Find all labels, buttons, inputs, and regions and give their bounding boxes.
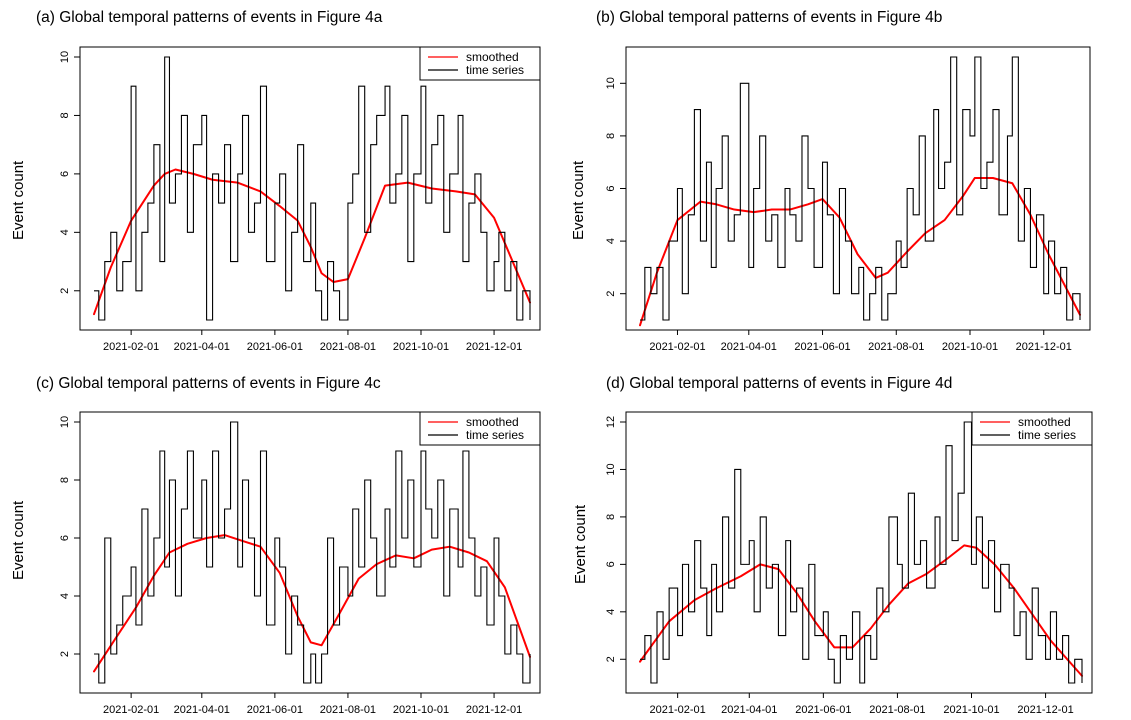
chart-d-xtick-label: 2021-08-01 [869, 704, 925, 716]
chart-c-ytick-label: 4 [59, 593, 71, 599]
chart-c-ytick-label: 2 [59, 651, 71, 657]
chart-d-legend-box [971, 411, 1093, 446]
chart-c-legend-label: smoothed [466, 415, 519, 429]
chart-b-title: (b) Global temporal patterns of events i… [596, 9, 943, 26]
chart-a-xtick-label: 2021-04-01 [174, 341, 230, 353]
chart-d-ytick-label: 10 [605, 463, 617, 475]
chart-d: 2 4 6 8 10 12 2021-02-01 2021-04-01 2021-06-01 20… [605, 411, 1093, 716]
chart-b-ytick-label: 2 [605, 291, 617, 297]
chart-d-xtick-label: 2021-12-01 [1017, 704, 1073, 716]
chart-a-ytick-label: 4 [59, 229, 71, 235]
chart-a-xtick-label: 2021-10-01 [393, 341, 449, 353]
chart-b: 2 4 6 8 10 2021-02-01 2021-04-01 2021-06-01 2021… [605, 46, 1091, 353]
chart-c-frame [79, 411, 541, 694]
chart-a-xtick-label: 2021-02-01 [103, 341, 159, 353]
chart-b-xtick-label: 2021-12-01 [1016, 341, 1072, 353]
chart-b-xtick-label: 2021-04-01 [721, 341, 777, 353]
chart-d-xtick-label: 2021-04-01 [721, 704, 777, 716]
chart-c-title: (c) Global temporal patterns of events i… [36, 375, 381, 392]
chart-a-ytick-label: 8 [59, 112, 71, 118]
chart-d-title: (d) Global temporal patterns of events i… [606, 375, 953, 392]
chart-b-ytick-label: 6 [605, 185, 617, 191]
chart-a-legend-box [419, 46, 541, 81]
chart-b-frame [625, 46, 1091, 331]
chart-a: 2 4 6 8 10 2021-02-01 2021-04-01 2021-06-01 2021… [59, 46, 541, 353]
chart-a-legend-label: smoothed [466, 50, 519, 64]
chart-c-ytick-label: 6 [59, 535, 71, 541]
chart-c-legend-box [419, 411, 541, 446]
chart-c-xtick-label: 2021-10-01 [393, 704, 449, 716]
chart-d-xtick-label: 2021-06-01 [795, 704, 851, 716]
chart-d-legend-label: time series [1018, 428, 1076, 442]
chart-c-xtick-label: 2021-06-01 [247, 704, 303, 716]
chart-c-xtick-label: 2021-02-01 [103, 704, 159, 716]
chart-a-frame [79, 46, 541, 331]
chart-d-ytick-label: 12 [605, 416, 617, 428]
chart-a-xtick-label: 2021-08-01 [320, 341, 376, 353]
chart-d-series-time-series [640, 421, 1083, 684]
chart-a-ytick-label: 2 [59, 288, 71, 294]
chart-c-xtick-label: 2021-04-01 [174, 704, 230, 716]
chart-d-frame [625, 411, 1093, 694]
chart-d-ytick-label: 8 [605, 514, 617, 520]
chart-d-ytick-label: 2 [605, 656, 617, 662]
chart-b-xtick-label: 2021-08-01 [868, 341, 924, 353]
chart-b-ytick-label: 4 [605, 238, 617, 244]
chart-a-xtick-label: 2021-06-01 [247, 341, 303, 353]
chart-a-ytick-label: 6 [59, 171, 71, 177]
chart-b-ytick-label: 10 [605, 77, 617, 89]
chart-b-xtick-label: 2021-10-01 [942, 341, 998, 353]
chart-b-ytick-label: 8 [605, 133, 617, 139]
chart-c-ytick-label: 8 [59, 477, 71, 483]
chart-c-series-smoothed [93, 534, 531, 673]
chart-c-legend-label: time series [466, 428, 524, 442]
chart-c-xtick-label: 2021-08-01 [320, 704, 376, 716]
chart-a-ytick-label: 10 [59, 51, 71, 63]
chart-d-legend-label: smoothed [1018, 415, 1071, 429]
chart-a-title: (a) Global temporal patterns of events i… [36, 9, 383, 26]
chart-d-xtick-label: 2021-10-01 [943, 704, 999, 716]
chart-b-series-time-series [640, 56, 1081, 321]
chart-c: 2 4 6 8 10 2021-02-01 2021-04-01 2021-06-01 2021… [59, 411, 541, 716]
chart-b-xtick-label: 2021-06-01 [794, 341, 850, 353]
chart-d-ytick-label: 4 [605, 609, 617, 615]
chart-d-xtick-label: 2021-02-01 [650, 704, 706, 716]
chart-c-xtick-label: 2021-12-01 [466, 704, 522, 716]
chart-d-ytick-label: 6 [605, 561, 617, 567]
chart-a-legend-label: time series [466, 63, 524, 77]
chart-a-series-time-series [94, 56, 531, 321]
chart-c-series-time-series [94, 421, 531, 684]
chart-a-xtick-label: 2021-12-01 [466, 341, 522, 353]
chart-c-ytick-label: 10 [59, 416, 71, 428]
chart-a-series-smoothed [93, 168, 531, 316]
chart-b-xtick-label: 2021-02-01 [649, 341, 705, 353]
